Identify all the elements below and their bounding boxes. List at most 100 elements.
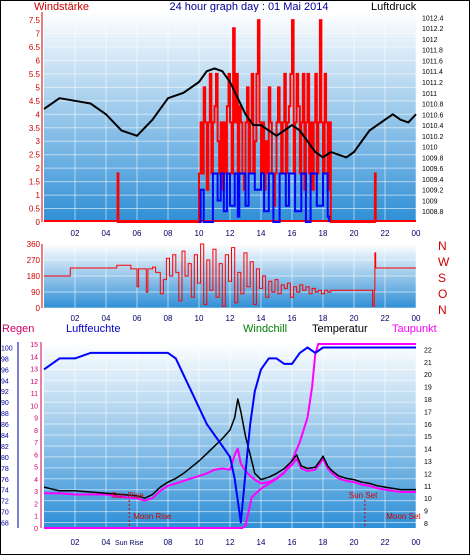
time-tick-label: 04: [102, 314, 111, 323]
sun-rise-label: Sun Rise: [111, 491, 144, 500]
time-tick-label: 22: [381, 538, 390, 547]
time-tick-label: 18: [319, 229, 328, 238]
chart-title: 24 hour graph day : 01 Mai 2014: [169, 1, 328, 13]
time-tick-label: 14: [257, 538, 266, 547]
humidity-tick-label: 94: [1, 378, 9, 385]
grid-humidity-temperature: [44, 342, 417, 528]
time-tick-label: 00: [412, 314, 421, 323]
regen-tick-label: 15: [30, 342, 38, 349]
temperature-tick-label: 15: [424, 434, 432, 441]
temperature-tick-label: 11: [424, 484, 431, 491]
wind-strength-label: Windstärke: [34, 1, 89, 13]
time-tick-label: 14: [257, 229, 266, 238]
regen-tick-label: 5: [34, 465, 38, 472]
pressure-tick-label: 1009: [422, 198, 438, 205]
regen-tick-label: 1: [34, 514, 38, 521]
direction-tick-label: 0: [36, 304, 41, 313]
time-tick-label: 16: [288, 314, 297, 323]
pressure-tick-label: 1010.2: [422, 134, 444, 141]
pressure-tick-label: 1012.2: [422, 26, 444, 33]
wind-tick-label: 4: [36, 110, 41, 119]
regen-tick-label: 0: [34, 526, 38, 533]
direction-letter-s: S: [438, 271, 446, 285]
temperature-tick-label: 18: [424, 397, 432, 404]
time-tick-label: 16: [288, 538, 297, 547]
temperature-series: [43, 398, 416, 499]
regen-tick-label: 13: [30, 367, 38, 374]
time-tick-label: 20: [350, 229, 359, 238]
regen-tick-label: 4: [34, 477, 38, 484]
regen-label: Regen: [2, 323, 34, 335]
pressure-tick-label: 1009.6: [422, 166, 444, 173]
wind-tick-label: 6.5: [29, 43, 41, 52]
pressure-tick-label: 1008.8: [422, 209, 444, 216]
time-tick-label: 12: [226, 538, 235, 547]
temperature-tick-label: 17: [424, 409, 432, 416]
time-tick-label: 00: [412, 538, 421, 547]
humidity-tick-label: 78: [1, 466, 9, 473]
humidity-tick-label: 100: [1, 345, 13, 352]
pressure-tick-label: 1010.8: [422, 102, 444, 109]
wind-tick-label: 7: [36, 30, 41, 39]
time-tick-label: 06: [133, 229, 142, 238]
wind-tick-label: 6: [36, 56, 41, 65]
temperature-tick-label: 13: [424, 459, 432, 466]
time-tick-label: 04: [102, 229, 111, 238]
time-tick-label: 02: [71, 229, 80, 238]
axis-sun-rise-label: Sun Rise: [115, 540, 144, 547]
temperature-tick-label: 10: [424, 496, 432, 503]
humidity-tick-label: 80: [1, 455, 9, 462]
temperature-tick-label: 9: [424, 509, 428, 516]
dewpoint-series: [44, 447, 416, 502]
wind-pressure-series: [43, 19, 417, 223]
humidity-tick-label: 90: [1, 400, 9, 407]
direction-tick-label: 180: [27, 272, 41, 281]
time-tick-label: 08: [164, 314, 173, 323]
time-tick-label: 18: [319, 538, 328, 547]
pressure-tick-label: 1012.4: [422, 15, 444, 22]
pressure-tick-label: 1010: [422, 145, 438, 152]
pressure-tick-label: 1009.2: [422, 188, 444, 195]
time-tick-label: 20: [350, 314, 359, 323]
wind-tick-label: 3.5: [29, 124, 41, 133]
time-axis-3: 02 04 08 10 12 14 16 18 20 22 00 Sun Rise: [71, 538, 421, 547]
wind-tick-label: 2.5: [29, 151, 41, 160]
pressure-tick-label: 1009.4: [422, 177, 444, 184]
time-tick-label: 02: [71, 538, 80, 547]
time-tick-label: 22: [381, 314, 390, 323]
pressure-tick-label: 1012: [422, 37, 438, 44]
temperature-tick-label: 12: [424, 471, 432, 478]
humidity-tick-label: 68: [1, 521, 9, 528]
humidity-tick-label: 86: [1, 422, 9, 429]
regen-tick-label: 8: [34, 428, 38, 435]
temperature-tick-label: 20: [424, 372, 432, 379]
direction-tick-label: 360: [27, 240, 41, 249]
regen-tick-label: 6: [34, 452, 38, 459]
time-tick-label: 08: [164, 538, 173, 547]
time-tick-label: 20: [350, 538, 359, 547]
humidity-tick-label: 88: [1, 411, 9, 418]
temperature-tick-label: 22: [424, 347, 432, 354]
regen-tick-label: 10: [30, 403, 38, 410]
humidity-tick-label: 76: [1, 477, 9, 484]
time-tick-label: 08: [164, 229, 173, 238]
temperatur-label: Temperatur: [312, 323, 368, 335]
time-tick-label: 22: [381, 229, 390, 238]
regen-tick-label: 14: [30, 354, 38, 361]
regen-tick-label: 3: [34, 489, 38, 496]
humidity-tick-label: 72: [1, 499, 9, 506]
regen-tick-label: 11: [31, 391, 38, 398]
temperature-axis: 8 9 10 11 12 13 14 15 16 17 18 19 20 21 22: [424, 347, 432, 528]
humidity-tick-label: 84: [1, 433, 9, 440]
moon-rise-label: Moon Rise: [133, 512, 172, 521]
wind-tick-label: 3: [36, 137, 41, 146]
wind-tick-label: 2: [36, 164, 41, 173]
direction-letter-o: O: [438, 287, 447, 301]
time-tick-label: 10: [195, 538, 204, 547]
humidity-tick-label: 92: [1, 389, 9, 396]
pressure-label: Luftdruck: [371, 1, 417, 13]
wind-tick-label: 5.5: [29, 70, 41, 79]
humidity-tick-label: 70: [1, 510, 9, 517]
